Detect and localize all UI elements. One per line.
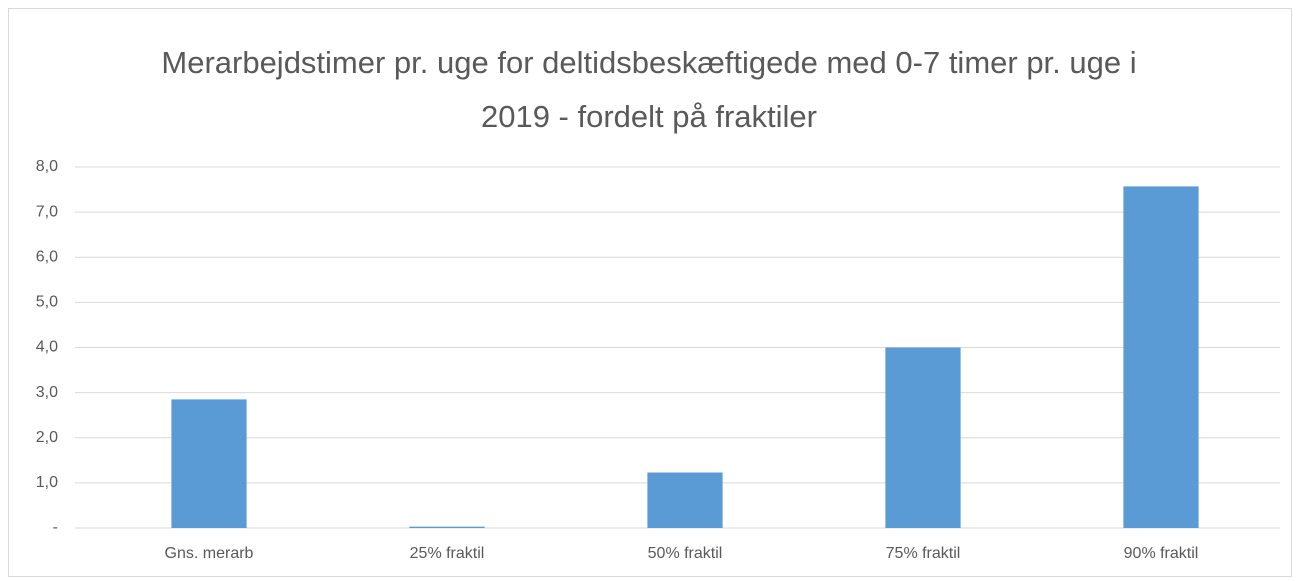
y-tick-label: 3,0 <box>36 384 58 401</box>
y-tick-label: 1,0 <box>36 474 58 491</box>
y-tick-label: 6,0 <box>36 248 58 265</box>
x-tick-label: 90% fraktil <box>1124 545 1199 562</box>
bar <box>171 399 247 528</box>
x-tick-label: 75% fraktil <box>886 545 961 562</box>
x-tick-label: 25% fraktil <box>410 545 485 562</box>
bar <box>409 526 485 528</box>
chart-frame <box>8 8 1292 577</box>
chart-title: Merarbejdstimer pr. uge for deltidsbeskæ… <box>161 45 1137 134</box>
y-tick-label: 7,0 <box>36 203 58 220</box>
y-tick-label: - <box>53 519 58 536</box>
x-tick-label: 50% fraktil <box>648 545 723 562</box>
y-tick-label: 2,0 <box>36 429 58 446</box>
x-tick-label: Gns. merarb <box>165 545 254 562</box>
y-tick-label: 4,0 <box>36 339 58 356</box>
bar <box>647 472 723 528</box>
bar <box>885 347 961 528</box>
y-tick-label: 8,0 <box>36 158 58 175</box>
bar <box>1123 186 1199 528</box>
y-tick-label: 5,0 <box>36 294 58 311</box>
